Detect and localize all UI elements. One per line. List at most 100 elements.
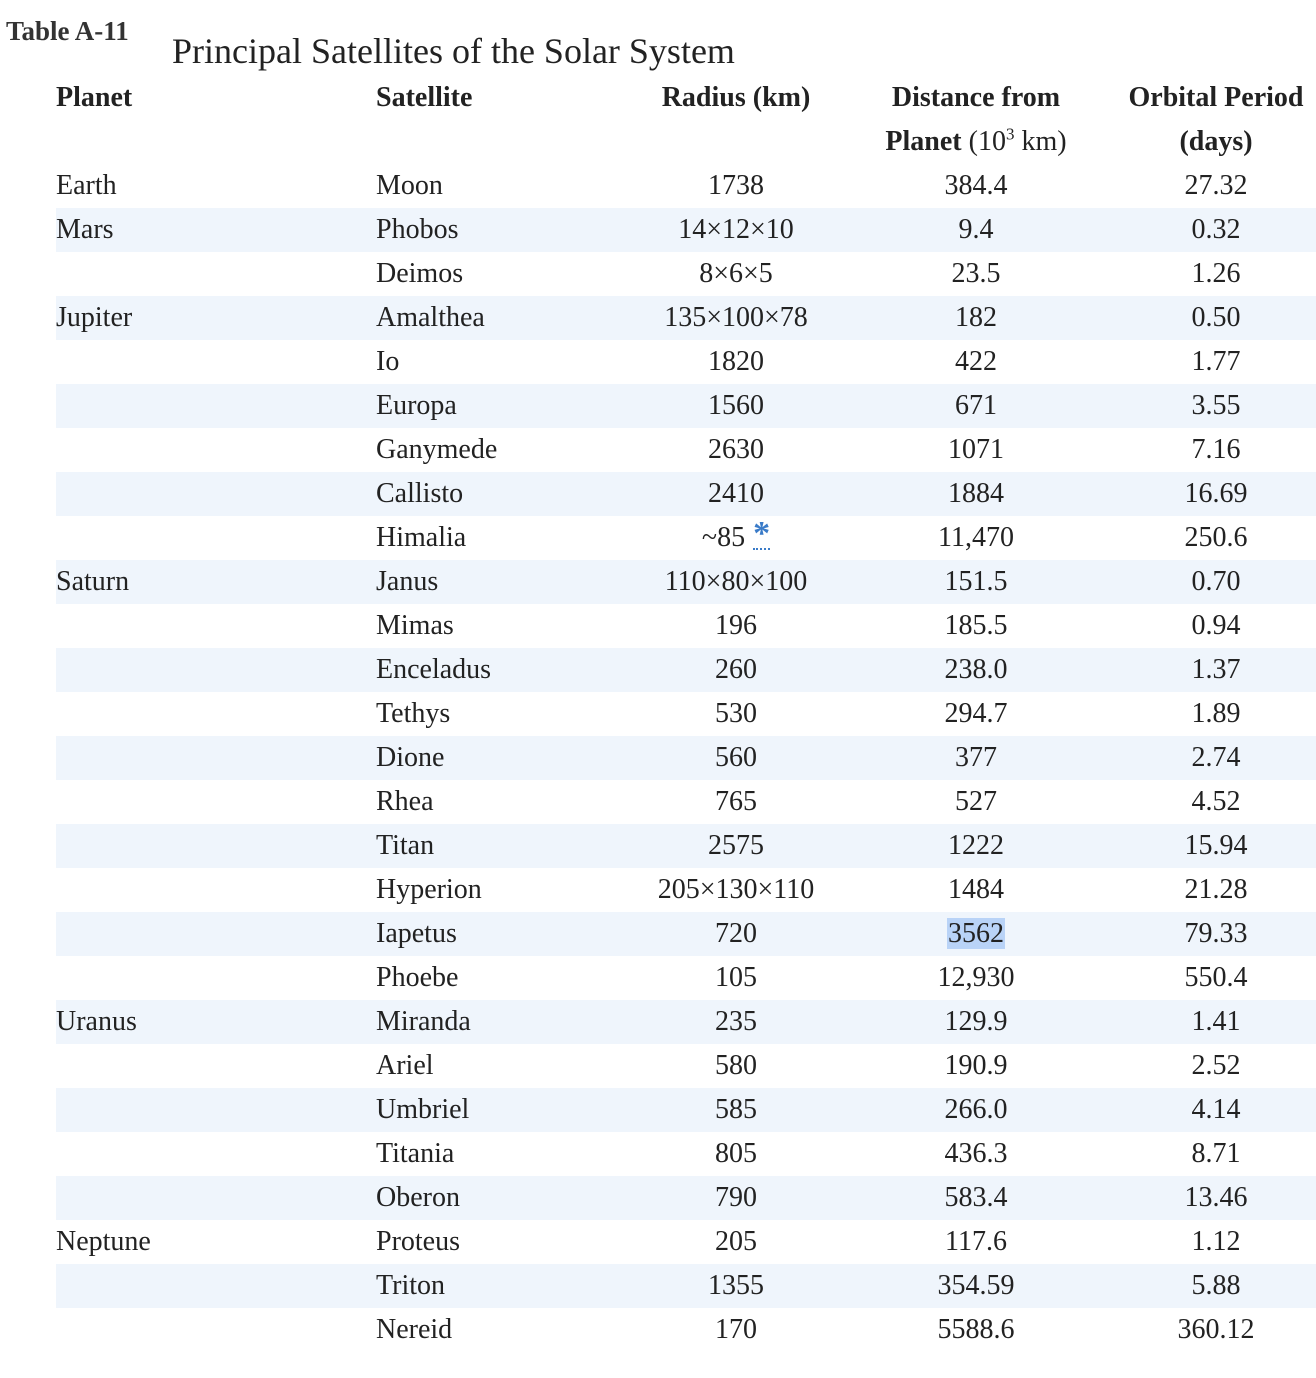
table-row: Triton 1355 354.59 5.88 bbox=[56, 1264, 1316, 1308]
satellites-table: Planet Satellite Radius (km) Distance fr… bbox=[56, 76, 1316, 1352]
radius-cell-text: 805 bbox=[715, 1138, 757, 1169]
period-cell: 0.70 bbox=[1096, 560, 1316, 604]
satellite-cell-text: Himalia bbox=[376, 522, 467, 553]
radius-cell: 105 bbox=[576, 956, 896, 1000]
table-row: Iapetus 720 3562 79.33 bbox=[56, 912, 1316, 956]
footnote-asterisk-icon[interactable]: * bbox=[753, 514, 771, 552]
satellite-cell: Hyperion bbox=[376, 868, 482, 912]
radius-cell-text: 260 bbox=[715, 654, 757, 685]
table-label: Table A-11 bbox=[6, 16, 129, 46]
satellite-cell: Titania bbox=[376, 1132, 454, 1176]
distance-cell-text: 185.5 bbox=[944, 610, 1008, 641]
satellite-cell-text: Oberon bbox=[376, 1182, 460, 1213]
distance-cell: 384.4 bbox=[856, 164, 1096, 208]
period-cell: 0.32 bbox=[1096, 208, 1316, 252]
table-row: Titan 2575 1222 15.94 bbox=[56, 824, 1316, 868]
distance-cell: 238.0 bbox=[856, 648, 1096, 692]
table-caption: Principal Satellites of the Solar System bbox=[172, 31, 735, 71]
distance-cell-text: 527 bbox=[955, 786, 997, 817]
distance-cell-text: 1484 bbox=[948, 874, 1004, 905]
period-cell-text: 1.77 bbox=[1191, 346, 1241, 377]
distance-cell: 185.5 bbox=[856, 604, 1096, 648]
distance-cell-text: 422 bbox=[955, 346, 997, 377]
distance-cell-text: 671 bbox=[955, 390, 997, 421]
distance-cell-text: 266.0 bbox=[944, 1094, 1008, 1125]
distance-cell: 583.4 bbox=[856, 1176, 1096, 1220]
table-row: Himalia ~85 * 11,470 250.6 bbox=[56, 516, 1316, 560]
period-cell-text: 1.37 bbox=[1191, 654, 1241, 685]
period-cell: 7.16 bbox=[1096, 428, 1316, 472]
satellite-cell-text: Titania bbox=[376, 1138, 455, 1169]
period-cell-text: 5.88 bbox=[1191, 1270, 1241, 1301]
satellite-cell-text: Deimos bbox=[376, 258, 464, 289]
radius-cell: 1560 bbox=[576, 384, 896, 428]
header-distance-line1: Distance from bbox=[891, 82, 1061, 113]
satellite-cell-text: Janus bbox=[376, 566, 439, 597]
table-row: Umbriel 585 266.0 4.14 bbox=[56, 1088, 1316, 1132]
unit-close: km) bbox=[1014, 126, 1067, 157]
planet-cell-text: Neptune bbox=[56, 1226, 151, 1257]
radius-cell-text: 2410 bbox=[708, 478, 764, 509]
distance-cell: 422 bbox=[856, 340, 1096, 384]
header-distance-planet: Planet bbox=[885, 126, 962, 157]
period-cell-text: 4.14 bbox=[1191, 1094, 1241, 1125]
radius-cell-text: 560 bbox=[715, 742, 757, 773]
radius-cell: 530 bbox=[576, 692, 896, 736]
period-cell-text: 0.32 bbox=[1191, 214, 1241, 245]
table-row: Jupiter Amalthea 135×100×78 182 0.50 bbox=[56, 296, 1316, 340]
distance-cell-text: 12,930 bbox=[937, 962, 1015, 993]
distance-cell: 1884 bbox=[856, 472, 1096, 516]
table-row: Callisto 2410 1884 16.69 bbox=[56, 472, 1316, 516]
header-satellite: Satellite bbox=[376, 82, 473, 113]
radius-cell: 110×80×100 bbox=[576, 560, 896, 604]
radius-cell: 2575 bbox=[576, 824, 896, 868]
radius-cell: 790 bbox=[576, 1176, 896, 1220]
radius-cell-text: 585 bbox=[715, 1094, 757, 1125]
period-cell-text: 1.89 bbox=[1191, 698, 1241, 729]
radius-cell: 8×6×5 bbox=[576, 252, 896, 296]
period-cell: 3.55 bbox=[1096, 384, 1316, 428]
table-row: Nereid 170 5588.6 360.12 bbox=[56, 1308, 1316, 1352]
table-row: Titania 805 436.3 8.71 bbox=[56, 1132, 1316, 1176]
planet-cell: Neptune bbox=[56, 1220, 151, 1264]
satellite-cell-text: Ganymede bbox=[376, 434, 498, 465]
period-cell: 15.94 bbox=[1096, 824, 1316, 868]
header-planet: Planet bbox=[56, 82, 133, 113]
distance-cell: 354.59 bbox=[856, 1264, 1096, 1308]
radius-cell-text: 720 bbox=[715, 918, 757, 949]
distance-cell-text: 182 bbox=[955, 302, 997, 333]
distance-cell: 1071 bbox=[856, 428, 1096, 472]
distance-cell: 377 bbox=[856, 736, 1096, 780]
radius-cell: 2410 bbox=[576, 472, 896, 516]
distance-cell-text: 583.4 bbox=[944, 1182, 1008, 1213]
satellite-cell: Moon bbox=[376, 164, 443, 208]
distance-cell: 12,930 bbox=[856, 956, 1096, 1000]
period-cell-text: 250.6 bbox=[1184, 522, 1248, 553]
radius-cell: 14×12×10 bbox=[576, 208, 896, 252]
satellite-cell-text: Rhea bbox=[376, 786, 434, 817]
distance-cell: 1484 bbox=[856, 868, 1096, 912]
satellite-cell-text: Amalthea bbox=[376, 302, 485, 333]
distance-cell-text: 190.9 bbox=[944, 1050, 1008, 1081]
distance-cell: 190.9 bbox=[856, 1044, 1096, 1088]
satellite-cell-text: Triton bbox=[376, 1270, 446, 1301]
satellite-cell-text: Iapetus bbox=[376, 918, 457, 949]
table-row: Rhea 765 527 4.52 bbox=[56, 780, 1316, 824]
satellite-cell: Nereid bbox=[376, 1308, 452, 1352]
period-cell: 1.26 bbox=[1096, 252, 1316, 296]
distance-cell: 436.3 bbox=[856, 1132, 1096, 1176]
distance-cell-text: 117.6 bbox=[945, 1226, 1007, 1257]
distance-cell-text: 384.4 bbox=[944, 170, 1008, 201]
satellite-cell: Miranda bbox=[376, 1000, 471, 1044]
satellite-cell: Janus bbox=[376, 560, 438, 604]
radius-cell-text: 530 bbox=[715, 698, 757, 729]
period-cell-text: 16.69 bbox=[1184, 478, 1248, 509]
radius-cell: 235 bbox=[576, 1000, 896, 1044]
period-cell: 1.41 bbox=[1096, 1000, 1316, 1044]
radius-cell: 1355 bbox=[576, 1264, 896, 1308]
period-cell-text: 7.16 bbox=[1191, 434, 1241, 465]
table-row: Dione 560 377 2.74 bbox=[56, 736, 1316, 780]
satellite-cell: Ganymede bbox=[376, 428, 497, 472]
period-cell-text: 0.50 bbox=[1191, 302, 1241, 333]
period-cell: 0.94 bbox=[1096, 604, 1316, 648]
